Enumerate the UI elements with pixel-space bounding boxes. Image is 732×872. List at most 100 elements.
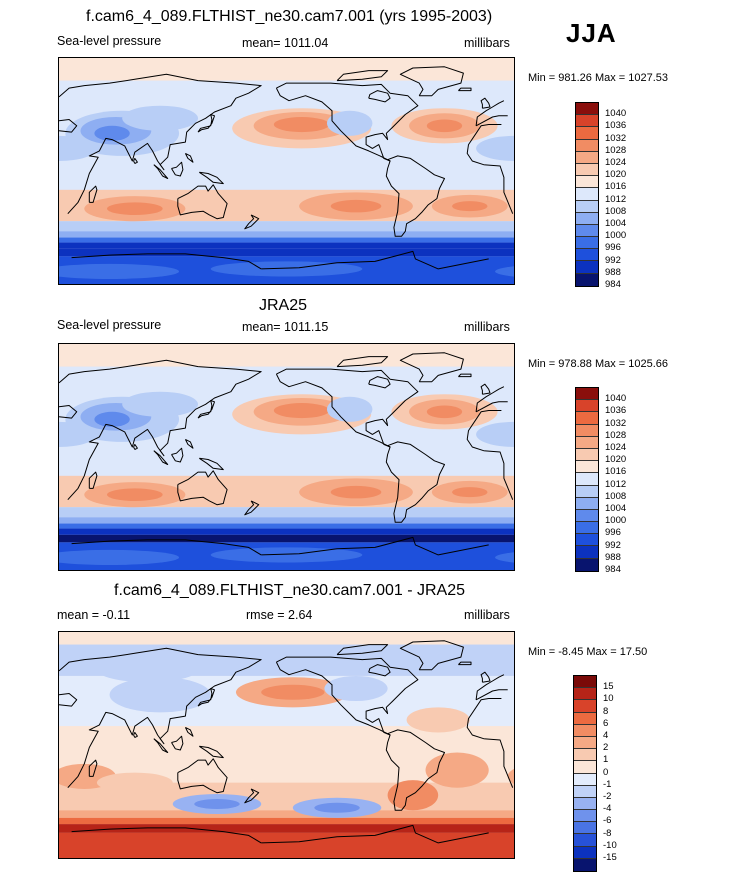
colorbar-tick-label: 1012 [605,193,627,205]
colorbar-swatch [576,546,598,559]
colorbar-swatch [576,188,598,201]
colorbar-swatch [576,400,598,413]
colorbar-swatch [574,700,596,713]
panel1-title: f.cam6_4_089.FLTHIST_ne30.cam7.001 (yrs … [86,8,493,25]
colorbar-swatch [576,534,598,547]
panel3-map [58,631,515,859]
colorbar-tick-label: 1008 [605,205,627,217]
panel1-variable-label: Sea-level pressure [57,34,162,48]
panel2-title: JRA25 [259,297,308,314]
colorbar-tick-label: 1004 [605,503,627,514]
colorbar-tick-label: 996 [605,527,621,539]
colorbar-tick-label: 992 [605,539,621,551]
colorbar-tick-label: 1020 [605,454,627,466]
colorbar-swatch [574,773,596,786]
colorbar-tick-label: 4 [603,730,609,741]
panel2-colorbar [575,387,599,572]
colorbar-swatch [576,237,598,250]
colorbar-tick-label: 6 [603,717,609,729]
colorbar-tick-label: 0 [603,766,609,778]
colorbar-tick-label: 1036 [605,405,627,417]
colorbar-swatch [576,176,598,189]
colorbar-tick-label: 984 [605,279,621,290]
colorbar-swatch [574,736,596,750]
colorbar-swatch [576,388,598,401]
colorbar-swatch [574,785,596,798]
colorbar-swatch [574,724,596,737]
colorbar-swatch [576,485,598,498]
colorbar-swatch [576,473,598,486]
colorbar-tick-label: 1000 [605,515,627,527]
colorbar-swatch [574,834,596,847]
colorbar-tick-label: 1040 [605,108,627,120]
panel2-minmax: Min = 978.88 Max = 1025.66 [528,358,669,370]
colorbar-swatch [576,224,598,238]
colorbar-swatch [574,810,596,823]
panel1-minmax: Min = 981.26 Max = 1027.53 [528,72,669,84]
colorbar-tick-label: 1012 [605,478,627,490]
colorbar-tick-label: -1 [603,778,612,790]
colorbar-tick-label: 1008 [605,490,627,502]
colorbar-swatch [576,448,598,462]
colorbar-swatch [574,797,596,811]
colorbar-swatch [576,558,598,571]
panel1-colorbar [575,102,599,287]
colorbar-swatch [574,846,596,859]
colorbar-swatch [576,412,598,425]
colorbar-swatch [574,688,596,701]
colorbar-tick-label: 1024 [605,157,627,168]
colorbar-swatch [576,163,598,177]
colorbar-tick-label: 1000 [605,230,627,242]
panel3-rmse-label: rmse = 2.64 [246,608,313,622]
colorbar-tick-label: -4 [603,803,612,815]
colorbar-tick-label: 988 [605,551,621,563]
colorbar-tick-label: -6 [603,815,612,827]
colorbar-tick-label: 1040 [605,393,627,405]
colorbar-tick-label: 1016 [605,466,627,478]
panel3-title: f.cam6_4_089.FLTHIST_ne30.cam7.001 - JRA… [114,582,465,599]
colorbar-swatch [576,261,598,274]
colorbar-tick-label: 1004 [605,218,627,229]
colorbar-swatch [574,749,596,762]
colorbar-tick-label: 984 [605,564,621,575]
colorbar-swatch [576,424,598,437]
colorbar-swatch [576,115,598,128]
panel2-mean-label: mean= 1011.15 [242,320,329,334]
season-label: JJA [566,18,617,48]
colorbar-swatch [574,712,596,725]
colorbar-tick-label: 1032 [605,417,627,429]
colorbar-tick-label: 1028 [605,429,627,441]
colorbar-swatch [576,139,598,152]
colorbar-swatch [576,436,598,449]
colorbar-swatch [574,676,596,689]
panel1-mean-label: mean= 1011.04 [242,36,329,50]
colorbar-tick-label: 15 [603,681,614,693]
colorbar-swatch [576,200,598,213]
colorbar-tick-label: 1036 [605,120,627,132]
colorbar-tick-label: -15 [603,852,617,863]
colorbar-tick-label: -2 [603,791,612,802]
panel2-map [58,343,515,571]
panel1-units-label: millibars [464,36,510,50]
colorbar-swatch [576,249,598,262]
colorbar-tick-label: -8 [603,827,612,839]
colorbar-swatch [576,103,598,116]
colorbar-tick-label: 996 [605,242,621,254]
colorbar-swatch [576,273,598,286]
colorbar-tick-label: 992 [605,254,621,266]
colorbar-swatch [574,761,596,774]
colorbar-tick-label: 2 [603,742,609,754]
colorbar-tick-label: 8 [603,705,609,717]
colorbar-tick-label: 1016 [605,181,627,193]
panel1-map [58,57,515,285]
panel3-units-label: millibars [464,608,510,622]
panel3-minmax: Min = -8.45 Max = 17.50 [528,646,648,658]
panel3-mean-label: mean = -0.11 [57,608,131,622]
colorbar-tick-label: 1020 [605,169,627,181]
colorbar-swatch [576,522,598,535]
colorbar-swatch [576,151,598,164]
colorbar-tick-label: 988 [605,266,621,278]
colorbar-swatch [576,212,598,225]
colorbar-swatch [576,461,598,474]
colorbar-tick-label: -10 [603,839,617,851]
